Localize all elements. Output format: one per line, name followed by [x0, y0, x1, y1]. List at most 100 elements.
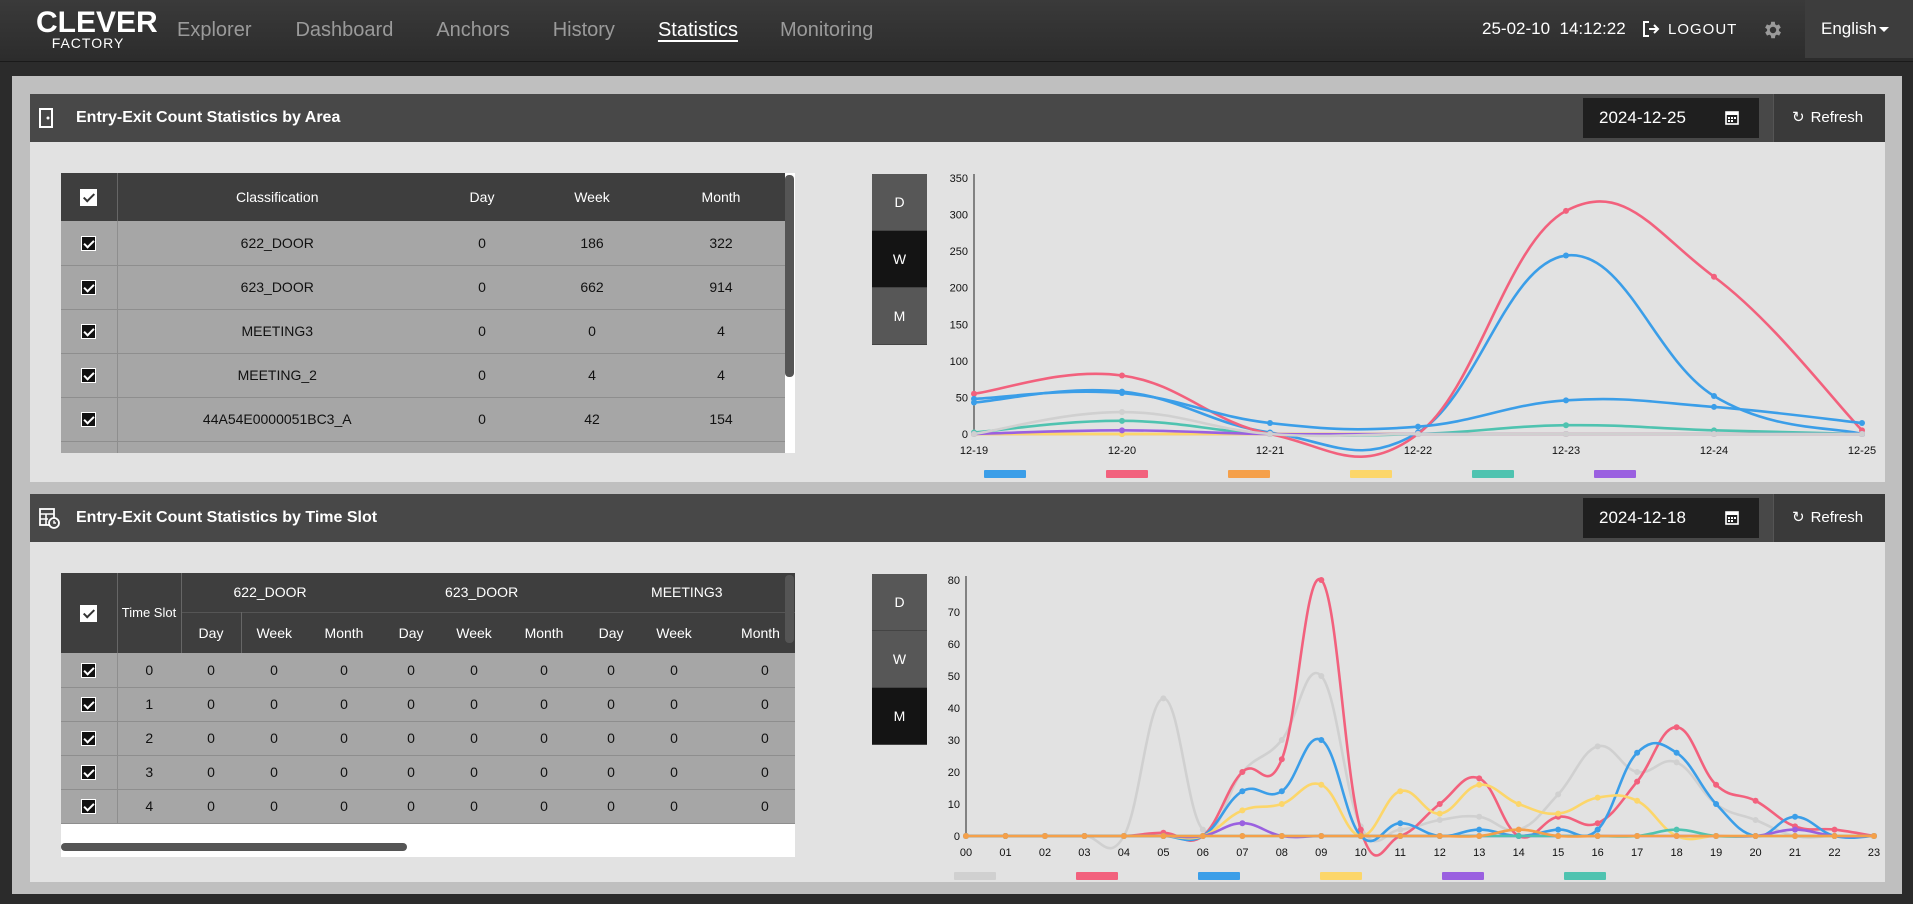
row-checkbox[interactable] [81, 280, 97, 296]
data-point [1752, 817, 1759, 823]
area-range-toggle: D W M [872, 174, 927, 345]
timeslot-date-picker[interactable]: 2024-12-18 [1583, 498, 1759, 538]
table-row [61, 441, 785, 453]
nav-anchors[interactable]: Anchors [436, 19, 510, 41]
cell-value: 0 [241, 721, 307, 756]
y-tick-label: 0 [962, 429, 968, 441]
chevron-down-icon [1878, 27, 1889, 33]
data-point [1594, 820, 1601, 827]
row-checkbox[interactable] [81, 799, 97, 815]
cell-slot: 0 [117, 653, 181, 688]
row-checkbox[interactable] [81, 697, 97, 713]
group-622-door: 622_DOOR [181, 573, 382, 612]
range-month-button[interactable]: M [872, 288, 927, 345]
cell-value: 0 [707, 755, 795, 790]
nav-explorer[interactable]: Explorer [177, 19, 252, 41]
data-point [1415, 423, 1421, 430]
area-refresh-button[interactable]: ↻ Refresh [1773, 94, 1885, 142]
cell-value: 0 [181, 653, 241, 688]
data-point [1476, 833, 1483, 839]
nav-statistics[interactable]: Statistics [657, 19, 738, 41]
cell-value: 0 [381, 721, 442, 756]
cell-week: 662 [527, 265, 657, 310]
timeslot-table-vscrollbar[interactable] [785, 575, 794, 643]
data-point [1563, 397, 1569, 404]
y-tick-label: 250 [950, 246, 968, 258]
cell-value: 0 [241, 687, 307, 722]
range-month-button[interactable]: M [872, 688, 927, 745]
nav-dashboard[interactable]: Dashboard [295, 19, 394, 41]
y-tick-label: 350 [950, 173, 968, 185]
data-point [1563, 207, 1569, 214]
cell-value: 0 [181, 687, 241, 722]
cell-month: 4 [657, 309, 785, 354]
data-point [1239, 807, 1246, 814]
range-day-button[interactable]: D [872, 174, 927, 231]
x-tick-label: 00 [960, 847, 972, 859]
row-checkbox[interactable] [81, 236, 97, 252]
cell-name: 623_DOOR [117, 265, 437, 310]
cell-month: 4 [657, 353, 785, 398]
data-point [1120, 833, 1127, 839]
area-date-picker[interactable]: 2024-12-25 [1583, 98, 1759, 138]
row-checkbox[interactable] [81, 731, 97, 747]
data-point [1594, 794, 1601, 801]
y-tick-label: 20 [948, 767, 960, 779]
cell-value: 0 [181, 755, 241, 790]
range-week-button[interactable]: W [872, 631, 927, 688]
data-point [1555, 833, 1562, 839]
range-day-button[interactable]: D [872, 574, 927, 631]
cell-slot: 2 [117, 721, 181, 756]
clever-factory-logo[interactable]: CLEVER FACTORY [36, 8, 158, 52]
area-table-scrollbar[interactable] [785, 175, 794, 377]
cell-value: 0 [507, 755, 582, 790]
x-tick-label: 14 [1513, 847, 1525, 859]
x-tick-label: 13 [1473, 847, 1485, 859]
series-line [966, 782, 1874, 841]
timeslot-table-hscrollbar[interactable] [61, 843, 407, 851]
data-point [1515, 826, 1522, 833]
cell-day: 0 [437, 221, 527, 266]
logout-button[interactable]: LOGOUT [1642, 20, 1737, 38]
area-line-chart: 0 50 100 150 200 250 300 350 12-19 12-20 12-21 12-2… [950, 173, 1876, 478]
timeslot-range-toggle: D W M [872, 574, 927, 745]
series-line [973, 200, 1863, 458]
row-checkbox[interactable] [81, 765, 97, 781]
data-point [1357, 826, 1364, 833]
data-point [1673, 759, 1680, 766]
data-point [1831, 833, 1838, 839]
timeslot-line-chart: 0 10 20 30 40 50 60 70 80 00 01 02 03 04 05 06 07 08 09 10 1… [948, 575, 1880, 880]
data-point [1713, 801, 1720, 807]
row-checkbox[interactable] [81, 412, 97, 428]
timeslot-refresh-button[interactable]: ↻ Refresh [1773, 494, 1885, 542]
row-checkbox[interactable] [81, 663, 97, 679]
row-checkbox[interactable] [81, 368, 97, 384]
row-checkbox[interactable] [81, 324, 97, 340]
data-point [971, 431, 977, 437]
cell-value: 0 [707, 789, 795, 824]
select-all-checkbox[interactable] [61, 173, 118, 221]
data-point [1436, 817, 1443, 823]
data-point [1673, 833, 1680, 839]
legend-swatch [954, 872, 996, 880]
table-row: 622_DOOR 0 186 322 [61, 221, 785, 266]
group-meeting3: MEETING3 [581, 573, 795, 612]
nav-monitoring[interactable]: Monitoring [779, 19, 874, 41]
data-point [1199, 826, 1206, 833]
cell-value: 0 [441, 789, 508, 824]
current-datetime: 25-02-10 14:12:22 [1482, 19, 1626, 38]
nav-history[interactable]: History [552, 19, 615, 41]
cell-value: 0 [381, 687, 442, 722]
select-all-checkbox[interactable] [61, 573, 118, 653]
area-panel-header: Entry-Exit Count Statistics by Area 2024… [30, 94, 1885, 142]
language-select[interactable]: English [1805, 0, 1913, 58]
x-tick-label: 12 [1434, 847, 1446, 859]
sub-col-day: Day [181, 611, 242, 653]
cell-value: 0 [507, 653, 582, 688]
gear-icon[interactable] [1762, 19, 1784, 41]
range-week-button[interactable]: W [872, 231, 927, 288]
data-point [1634, 778, 1641, 785]
